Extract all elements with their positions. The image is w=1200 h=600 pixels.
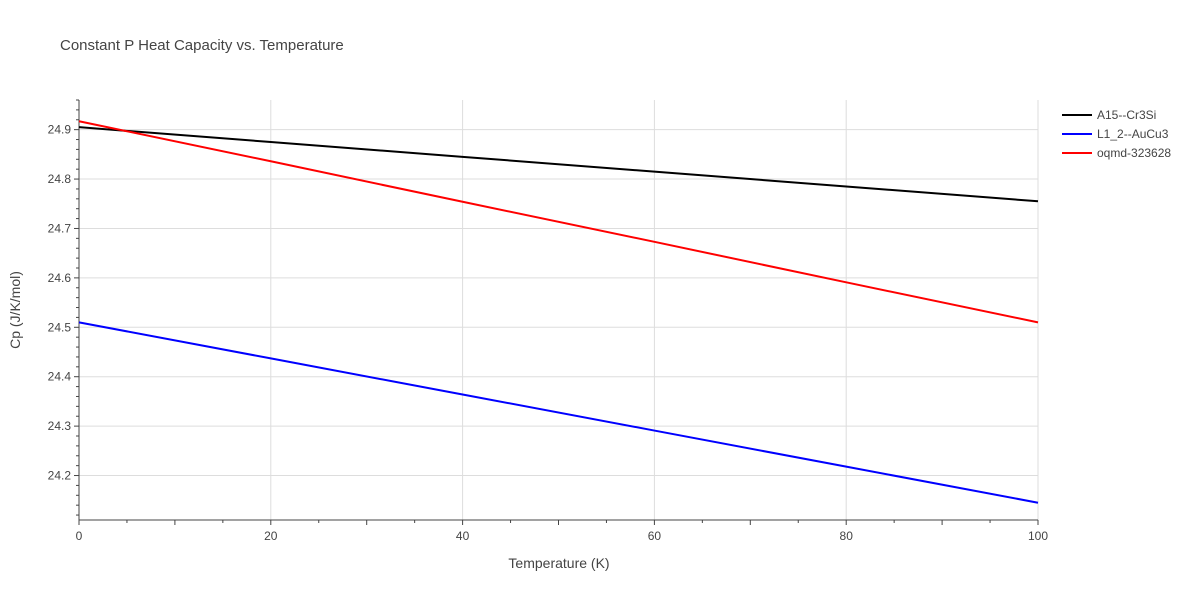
chart-title: Constant P Heat Capacity vs. Temperature xyxy=(60,37,344,54)
plot-area xyxy=(78,120,1039,504)
legend-item[interactable]: L1_2--AuCu3 xyxy=(1097,127,1169,141)
x-axis-label: Temperature (K) xyxy=(508,555,609,571)
legend[interactable]: A15--Cr3Si L1_2--AuCu3 oqmd-323628 xyxy=(1062,108,1171,160)
x-tick-label: 60 xyxy=(648,529,662,543)
y-tick-label: 24.5 xyxy=(48,320,72,334)
y-tick-label: 24.8 xyxy=(48,172,72,186)
grid xyxy=(79,100,1039,520)
x-tick-label: 100 xyxy=(1028,529,1048,543)
x-tick-label: 0 xyxy=(76,529,83,543)
axes: 0 20 40 60 80 100 24.2 24.3 24.4 24.5 24.6 24.7 24.8… xyxy=(48,99,1048,543)
x-tick-label: 80 xyxy=(840,529,854,543)
y-tick-label: 24.6 xyxy=(48,271,72,285)
legend-item[interactable]: oqmd-323628 xyxy=(1097,146,1171,160)
series-line-L1_2--AuCu3 xyxy=(78,321,1039,504)
x-tick-label: 40 xyxy=(456,529,470,543)
legend-item[interactable]: A15--Cr3Si xyxy=(1097,108,1156,122)
x-tick-label: 20 xyxy=(264,529,278,543)
y-axis-label: Cp (J/K/mol) xyxy=(7,271,23,349)
y-tick-label: 24.4 xyxy=(48,370,72,384)
y-tick-label: 24.7 xyxy=(48,221,72,235)
y-tick-label: 24.3 xyxy=(48,419,72,433)
series-line-A15--Cr3Si xyxy=(78,126,1039,203)
y-tick-label: 24.9 xyxy=(48,123,72,137)
y-tick-label: 24.2 xyxy=(48,469,72,483)
series-line-oqmd-323628 xyxy=(78,120,1039,324)
